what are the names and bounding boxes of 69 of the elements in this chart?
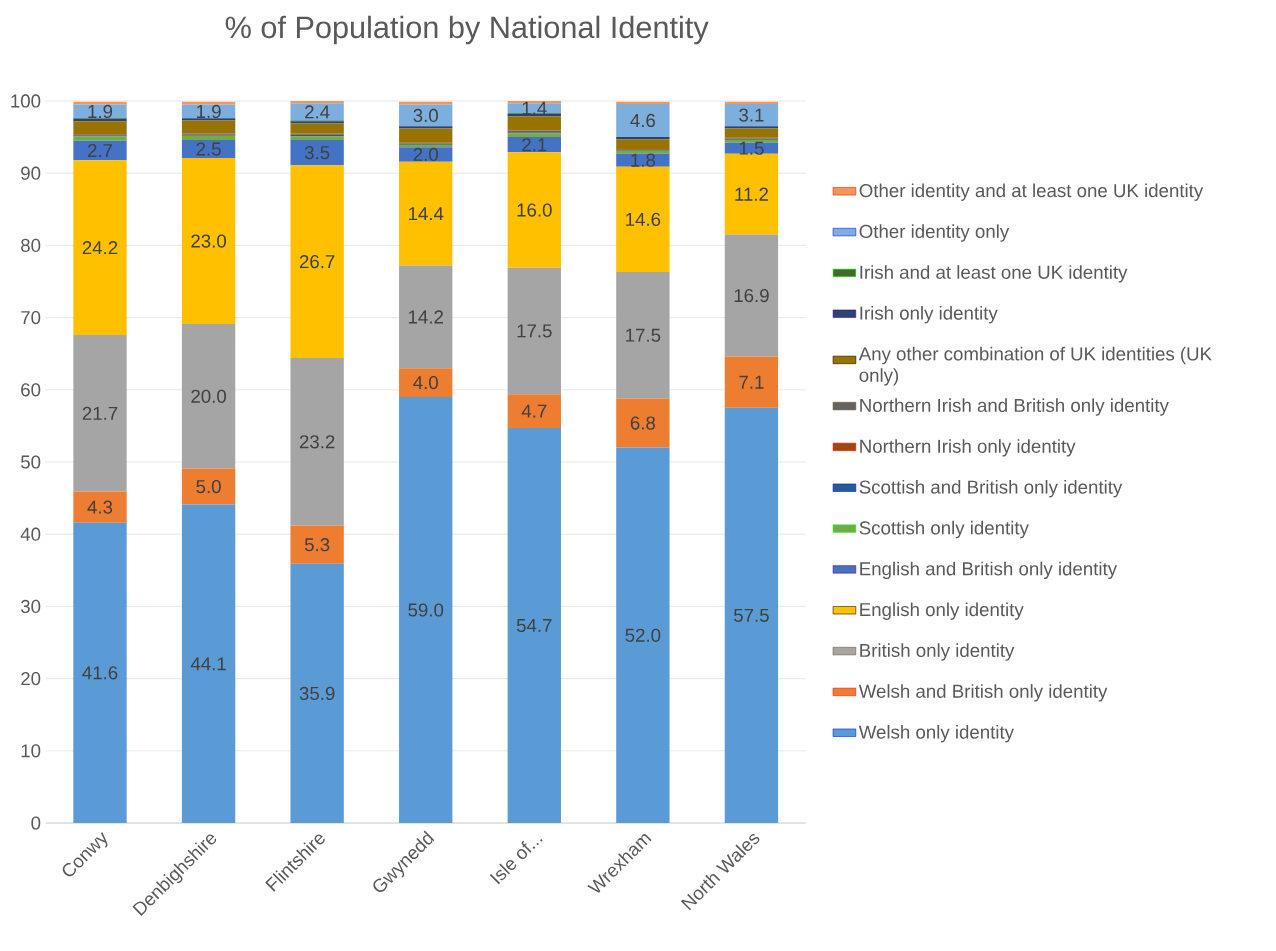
data-label: 41.6 [82,666,118,680]
legend-label: Scottish and British only identity [859,480,1123,498]
data-label: 17.5 [517,324,552,338]
data-label: 4.0 [413,375,438,390]
data-label: 6.8 [630,416,656,430]
legend-label: Welsh and British only identity [858,684,1108,702]
data-label: 16.0 [517,203,552,217]
y-tick-label: 30 [20,599,41,614]
data-label: 2.1 [522,138,547,152]
data-label: 44.1 [190,657,226,671]
y-tick-label: 50 [21,455,41,469]
data-label: 5.0 [196,479,221,494]
legend-label: Other identity and at least one UK identity [859,183,1204,201]
data-label: 4.6 [630,113,656,128]
legend-label: Irish and at least one UK identity [860,265,1128,283]
data-label: 26.7 [299,255,335,269]
y-tick-label: 40 [20,527,41,541]
legend-label: Northern Irish and British only identity [860,398,1169,416]
data-label: 4.7 [521,404,547,418]
data-label: 1.9 [88,104,113,119]
data-label: 21.7 [82,406,118,420]
data-label: 14.2 [408,310,443,324]
y-tick-label: 10 [21,744,41,758]
data-label: 1.4 [522,101,547,115]
data-label: 35.9 [299,686,335,701]
legend-label: Scottish only identity [859,520,1029,539]
legend-label: Northern Irish only identity [860,439,1076,457]
y-tick-label: 0 [31,816,41,830]
data-label: 2.7 [87,143,113,157]
chart-title: % of Population by National Identity [225,15,709,45]
data-label: 2.0 [413,147,438,162]
data-label: 59.0 [408,603,444,617]
legend-label: English only identity [860,602,1024,620]
data-label: 23.0 [191,234,227,248]
data-label: 3.5 [304,146,330,160]
data-label: 4.3 [87,500,113,514]
legend-label: Welsh only identity [858,725,1014,743]
data-label: 24.2 [82,241,118,255]
legend-label: English and British only identity [860,561,1118,580]
y-tick-label: 90 [21,166,41,180]
y-tick-label: 70 [21,310,41,325]
legend-label: Irish only identity [860,306,998,324]
data-label: 17.5 [626,328,661,342]
data-label: 57.5 [734,608,769,622]
data-label: 14.4 [408,207,444,221]
legend-label: Any other combination of UK identities (UK only) [858,346,1212,386]
data-label: 1.8 [631,153,656,167]
data-label: 1.9 [197,104,221,119]
data-label: 5.3 [304,538,330,552]
data-label: 14.6 [626,212,661,227]
data-label: 2.5 [196,142,221,156]
y-tick-label: 80 [21,238,41,253]
data-label: 1.5 [739,141,764,155]
x-tick-label: Isle of... [489,839,543,885]
data-label: 20.0 [191,389,227,403]
data-label: 3.1 [739,108,764,122]
legend-label: Other identity only [859,224,1010,242]
data-label: 16.9 [734,288,769,303]
data-label: 52.0 [625,628,661,642]
data-label: 3.0 [413,108,438,123]
data-label: 23.2 [299,435,335,449]
data-label: 54.7 [516,619,552,633]
y-tick-label: 20 [21,671,41,686]
y-tick-label: 60 [21,383,41,397]
data-label: 2.4 [305,105,330,119]
legend-label: British only identity [860,643,1015,661]
data-label: 7.1 [739,375,764,389]
data-label: 11.2 [735,187,768,201]
y-tick-label: 100 [11,94,41,108]
